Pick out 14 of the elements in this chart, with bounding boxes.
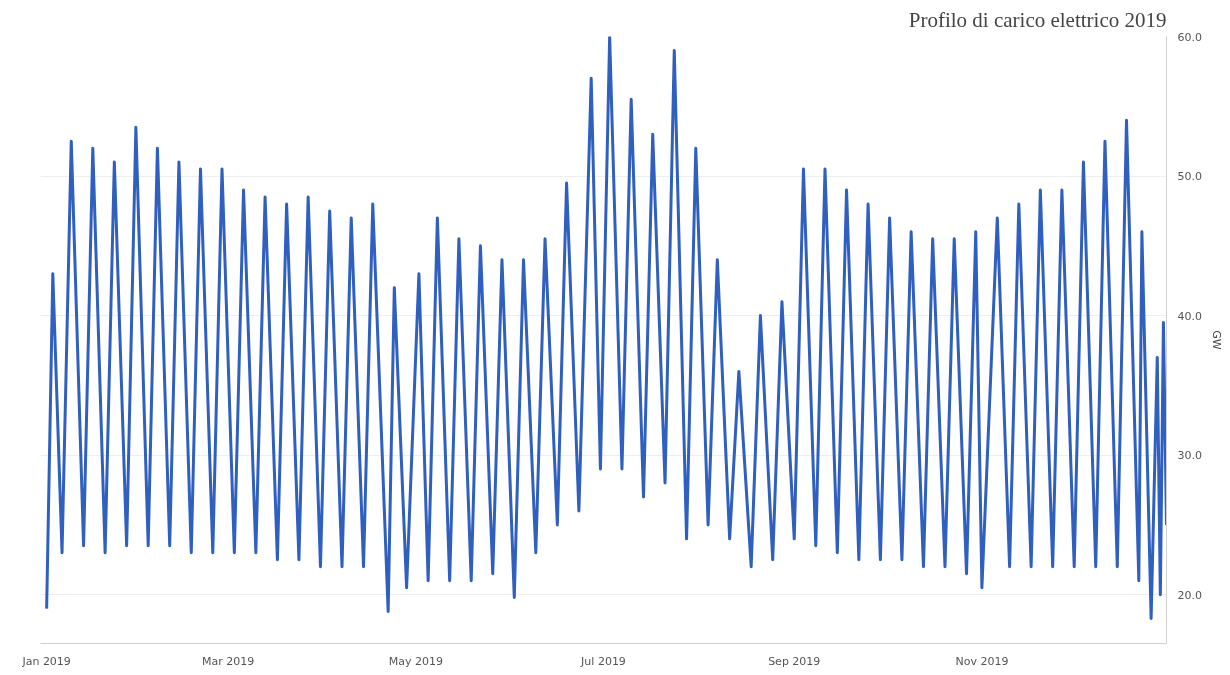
x-tick-label: Mar 2019 bbox=[202, 654, 255, 668]
x-tick-label: Nov 2019 bbox=[955, 654, 1009, 668]
chart-title: Profilo di carico elettrico 2019 bbox=[908, 7, 1167, 32]
x-tick-label: Sep 2019 bbox=[768, 654, 821, 668]
y-tick-label: 30.0 bbox=[1177, 449, 1202, 463]
y-axis-title: GW bbox=[1209, 330, 1223, 350]
x-tick-label: May 2019 bbox=[388, 654, 443, 668]
y-tick-label: 50.0 bbox=[1177, 170, 1202, 184]
y-tick-label: 20.0 bbox=[1177, 588, 1202, 602]
y-tick-label: 60.0 bbox=[1177, 30, 1202, 44]
line-series bbox=[45, 36, 1167, 620]
x-tick-label: Jul 2019 bbox=[580, 654, 626, 668]
y-tick-label: 40.0 bbox=[1177, 309, 1202, 323]
x-tick-label: Jan 2019 bbox=[21, 654, 71, 668]
